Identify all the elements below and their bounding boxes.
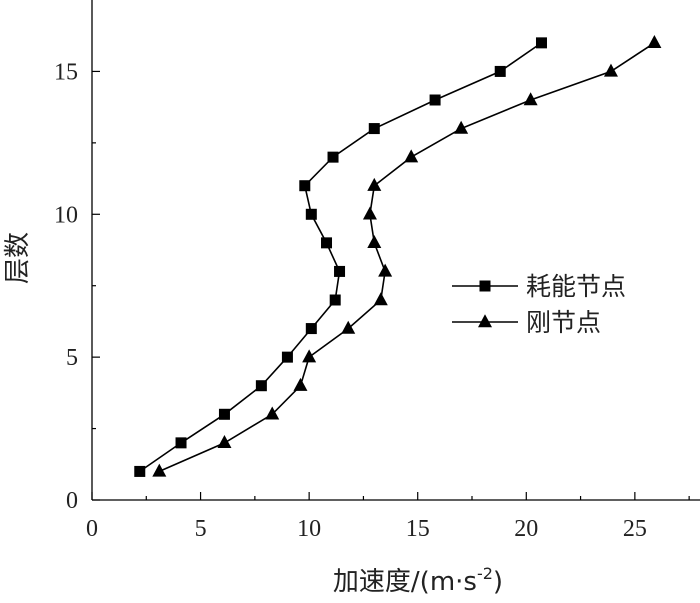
x-axis-title-main: 加速度/(m·s (333, 567, 477, 597)
data-point-square (299, 180, 311, 192)
x-tick-label: 25 (623, 516, 647, 542)
legend-entry: 耗能节点 (452, 272, 626, 301)
data-point-square (334, 265, 346, 277)
legend-marker (479, 280, 491, 292)
axes (91, 0, 700, 501)
data-point-square (368, 123, 380, 135)
series-group (134, 35, 662, 477)
legend-marker (478, 314, 492, 328)
x-axis-title-exponent: -2 (477, 564, 493, 583)
y-tick-label: 10 (54, 202, 78, 228)
x-axis-title: 加速度/(m·s-2) (333, 564, 503, 597)
data-point-triangle (293, 377, 308, 391)
data-point-square (305, 208, 317, 220)
data-point-triangle (404, 149, 419, 163)
legend-label: 刚节点 (526, 308, 601, 337)
x-tick-label: 0 (86, 516, 98, 542)
x-tick-label: 10 (297, 516, 321, 542)
data-point-square (255, 380, 267, 392)
data-point-triangle (217, 435, 232, 449)
data-point-triangle (454, 120, 469, 134)
x-tick-label: 5 (195, 516, 207, 542)
data-point-triangle (367, 177, 382, 191)
data-point-square (327, 151, 339, 163)
y-tick-label: 0 (66, 488, 78, 514)
x-tick-label: 20 (514, 516, 538, 542)
data-point-triangle (367, 235, 382, 249)
data-point-square (281, 351, 293, 363)
data-point-square (218, 408, 230, 420)
data-point-triangle (341, 320, 356, 334)
data-point-square (321, 237, 333, 249)
data-point-triangle (373, 292, 388, 306)
legend-entry: 刚节点 (452, 308, 601, 337)
series-line (139, 42, 542, 473)
axis-ticks: 0 5 10 15 20 25 0 5 10 15 (54, 59, 690, 542)
legend-label: 耗能节点 (526, 272, 626, 301)
data-point-triangle (265, 406, 280, 420)
data-point-square (175, 437, 187, 449)
data-point-triangle (362, 206, 377, 220)
data-point-triangle (647, 35, 662, 49)
data-point-square (305, 323, 317, 335)
data-point-triangle (378, 263, 393, 277)
data-point-triangle (302, 349, 317, 363)
data-point-triangle (603, 63, 618, 77)
data-point-square (134, 465, 146, 477)
series-1 (134, 37, 547, 477)
x-axis-title-close: ) (493, 567, 503, 597)
data-point-triangle (152, 463, 167, 477)
data-point-square (329, 294, 341, 306)
y-tick-label: 5 (66, 345, 78, 371)
data-point-square (429, 94, 441, 106)
series-2 (152, 35, 662, 477)
data-point-square (535, 37, 547, 49)
data-point-triangle (523, 92, 538, 106)
y-tick-label: 15 (54, 59, 78, 85)
series-line (158, 42, 655, 473)
x-tick-label: 15 (406, 516, 430, 542)
data-point-square (494, 65, 506, 77)
y-axis-title: 层数 (3, 232, 33, 284)
